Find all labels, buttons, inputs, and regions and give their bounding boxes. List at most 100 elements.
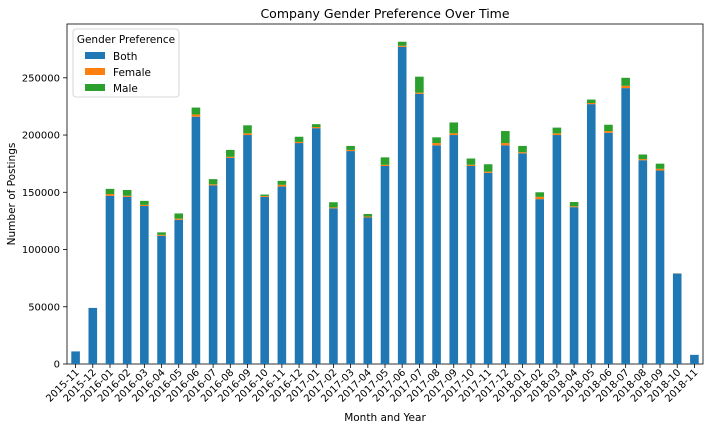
bar-both-2018-05 bbox=[586, 104, 596, 365]
bar-female-2018-06 bbox=[604, 131, 613, 133]
legend-swatch-male bbox=[85, 84, 105, 91]
bar-female-2017-06 bbox=[397, 45, 407, 47]
bar-male-2016-10 bbox=[260, 194, 269, 196]
bar-male-2016-12 bbox=[294, 136, 304, 142]
bar-both-2016-09 bbox=[243, 135, 252, 364]
bar-female-2017-12 bbox=[501, 143, 510, 146]
bar-female-2017-05 bbox=[380, 164, 390, 166]
bars bbox=[71, 41, 699, 365]
bar-both-2018-07 bbox=[621, 88, 630, 365]
y-tick-label: 200000 bbox=[22, 131, 60, 142]
bar-both-2018-09 bbox=[655, 170, 665, 364]
bar-both-2016-10 bbox=[260, 196, 269, 364]
bar-both-2016-02 bbox=[122, 196, 132, 364]
bar-female-2018-05 bbox=[586, 102, 596, 105]
legend-label-female: Female bbox=[113, 67, 151, 79]
bar-female-2016-02 bbox=[122, 195, 132, 197]
bar-both-2016-07 bbox=[208, 185, 218, 364]
legend: Gender Preference Both Female Male bbox=[72, 28, 180, 98]
bar-both-2016-12 bbox=[294, 143, 304, 364]
bar-male-2016-01 bbox=[105, 188, 115, 194]
y-tick-label: 150000 bbox=[22, 188, 60, 199]
y-tick-label: 250000 bbox=[22, 73, 60, 84]
bar-both-2018-04 bbox=[569, 207, 579, 364]
bar-female-2016-03 bbox=[140, 204, 149, 207]
bar-both-2018-08 bbox=[638, 160, 648, 364]
bar-male-2016-08 bbox=[226, 149, 235, 157]
bar-male-2017-05 bbox=[380, 157, 390, 165]
bar-male-2017-12 bbox=[501, 131, 510, 144]
bar-male-2017-01 bbox=[311, 124, 321, 128]
legend-title: Gender Preference bbox=[77, 34, 175, 46]
bar-female-2018-02 bbox=[535, 196, 544, 200]
bar-female-2017-08 bbox=[432, 143, 441, 146]
bar-male-2017-07 bbox=[415, 76, 424, 93]
bar-both-2015-11 bbox=[71, 351, 80, 364]
bar-both-2017-04 bbox=[363, 217, 373, 364]
chart-title: Company Gender Preference Over Time bbox=[260, 6, 509, 21]
legend-label-male: Male bbox=[113, 83, 138, 95]
bar-male-2016-02 bbox=[122, 189, 132, 196]
legend-swatch-both bbox=[85, 52, 105, 59]
bar-female-2018-01 bbox=[518, 152, 527, 154]
bar-both-2017-10 bbox=[466, 165, 476, 364]
legend-label-both: Both bbox=[113, 51, 137, 63]
bar-male-2018-01 bbox=[518, 145, 527, 153]
bar-female-2017-09 bbox=[449, 133, 459, 136]
bar-both-2018-03 bbox=[552, 135, 562, 364]
x-axis-title: Month and Year bbox=[344, 412, 426, 424]
bar-male-2017-11 bbox=[483, 164, 493, 172]
bar-female-2016-04 bbox=[157, 234, 166, 236]
bar-male-2018-06 bbox=[604, 124, 613, 132]
bar-female-2018-03 bbox=[552, 133, 562, 136]
bar-both-2017-03 bbox=[346, 151, 355, 364]
bar-female-2016-08 bbox=[226, 156, 235, 158]
bar-male-2016-09 bbox=[243, 125, 252, 134]
legend-frame bbox=[72, 28, 180, 98]
bar-male-2017-10 bbox=[466, 158, 476, 165]
bar-male-2017-02 bbox=[329, 202, 338, 208]
bar-female-2016-09 bbox=[243, 133, 252, 136]
bar-both-2016-05 bbox=[174, 219, 184, 364]
bar-female-2018-09 bbox=[655, 168, 665, 171]
bar-female-2018-04 bbox=[569, 206, 579, 208]
bar-male-2016-05 bbox=[174, 213, 184, 219]
bar-female-2017-11 bbox=[483, 171, 493, 173]
bar-female-2018-07 bbox=[621, 85, 630, 89]
bar-male-2017-06 bbox=[397, 41, 407, 46]
bar-both-2017-02 bbox=[329, 208, 338, 364]
bar-male-2017-09 bbox=[449, 122, 459, 134]
bar-both-2018-02 bbox=[535, 199, 544, 364]
bar-male-2017-08 bbox=[432, 137, 441, 144]
bar-both-2015-12 bbox=[88, 307, 98, 364]
bar-both-2016-11 bbox=[277, 186, 287, 364]
bar-male-2017-03 bbox=[346, 145, 355, 150]
bar-female-2017-04 bbox=[363, 216, 373, 218]
bar-male-2016-04 bbox=[157, 232, 166, 235]
y-tick-label: 0 bbox=[54, 360, 60, 371]
bar-both-2016-04 bbox=[157, 235, 166, 364]
bar-male-2018-05 bbox=[586, 99, 596, 103]
y-tick-label: 100000 bbox=[22, 245, 60, 256]
bar-both-2017-12 bbox=[501, 145, 510, 364]
bar-female-2017-02 bbox=[329, 207, 338, 209]
bar-both-2017-09 bbox=[449, 135, 459, 364]
bar-female-2017-03 bbox=[346, 149, 355, 152]
bar-male-2016-07 bbox=[208, 179, 218, 185]
bar-female-2016-10 bbox=[260, 195, 269, 197]
y-axis: 0 50000 100000 150000 200000 250000 bbox=[22, 73, 67, 371]
bar-female-2017-10 bbox=[466, 164, 476, 166]
bar-male-2018-04 bbox=[569, 202, 579, 207]
bar-male-2016-03 bbox=[140, 200, 149, 205]
bar-both-2017-06 bbox=[397, 46, 407, 364]
bar-male-2017-04 bbox=[363, 214, 373, 217]
bar-both-2016-03 bbox=[140, 206, 149, 364]
bar-female-2018-08 bbox=[638, 159, 648, 161]
bar-female-2016-05 bbox=[174, 218, 184, 220]
bar-both-2016-01 bbox=[105, 195, 115, 364]
bar-both-2017-05 bbox=[380, 165, 390, 364]
bar-both-2018-11 bbox=[690, 354, 699, 364]
bar-female-2016-11 bbox=[277, 184, 287, 187]
bar-both-2016-06 bbox=[191, 116, 201, 365]
